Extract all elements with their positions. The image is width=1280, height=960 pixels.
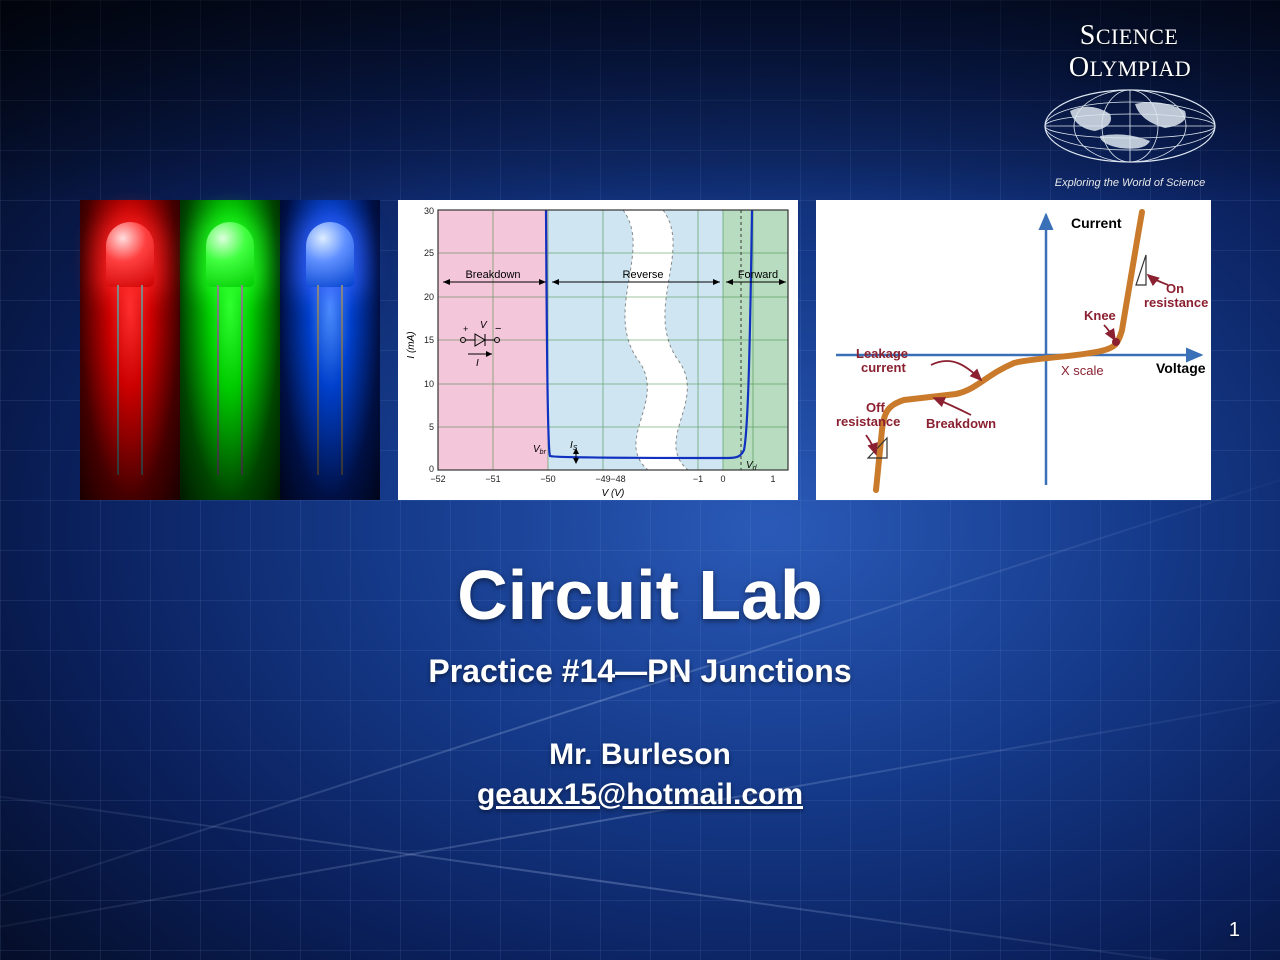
svg-text:25: 25	[424, 248, 434, 258]
science-olympiad-logo: SCIENCEOLYMPIAD Exploring the World of S…	[1020, 20, 1240, 189]
svg-text:−: −	[495, 323, 501, 335]
led-leads	[106, 285, 154, 475]
led-bulb-green	[206, 222, 254, 287]
svg-text:I: I	[476, 358, 479, 369]
led-blue	[280, 200, 380, 500]
svg-text:−52: −52	[430, 474, 445, 484]
svg-text:0: 0	[429, 464, 434, 474]
page-number: 1	[1229, 919, 1240, 942]
region-label-reverse: Reverse	[623, 269, 664, 281]
led-photo	[80, 200, 380, 500]
svg-text:−1: −1	[693, 474, 703, 484]
title-block: Circuit Lab Practice #14—PN Junctions Mr…	[0, 555, 1280, 812]
svg-text:0: 0	[720, 474, 725, 484]
logo-text: SCIENCEOLYMPIAD	[1020, 20, 1240, 84]
image-row: Breakdown Reverse Forward +	[80, 200, 1240, 510]
led-leads	[206, 285, 254, 475]
on-resistance-label: Onresistance	[1144, 281, 1208, 310]
svg-text:1: 1	[770, 474, 775, 484]
x-axis-label: Voltage	[1156, 360, 1206, 376]
led-leads	[306, 285, 354, 475]
svg-text:20: 20	[424, 292, 434, 302]
x-scale-label: X scale	[1061, 363, 1104, 378]
author-email: geaux15@hotmail.com	[0, 778, 1280, 812]
svg-text:+: +	[463, 324, 468, 334]
led-green	[180, 200, 280, 500]
svg-text:15: 15	[424, 335, 434, 345]
region-label-forward: Forward	[738, 269, 778, 281]
globe-icon	[1040, 86, 1220, 166]
svg-text:5: 5	[429, 422, 434, 432]
slide-subtitle: Practice #14—PN Junctions	[0, 653, 1280, 690]
svg-text:−50: −50	[540, 474, 555, 484]
iv-chart: Breakdown Reverse Forward +	[398, 200, 798, 500]
logo-tagline: Exploring the World of Science	[1020, 177, 1240, 189]
knee-label: Knee	[1084, 308, 1116, 323]
x-axis-label: V (V)	[602, 488, 625, 499]
svg-text:10: 10	[424, 379, 434, 389]
breakdown-label: Breakdown	[926, 416, 996, 431]
slide-title: Circuit Lab	[0, 555, 1280, 635]
led-bulb-red	[106, 222, 154, 287]
slide: SCIENCEOLYMPIAD Exploring the World of S…	[0, 0, 1280, 960]
region-label-breakdown: Breakdown	[465, 269, 520, 281]
led-red	[80, 200, 180, 500]
svg-text:−51: −51	[485, 474, 500, 484]
leakage-label: Leakagecurrent	[856, 346, 908, 375]
author-name: Mr. Burleson	[0, 738, 1280, 772]
svg-text:−49: −49	[595, 474, 610, 484]
led-bulb-blue	[306, 222, 354, 287]
y-axis-label: Current	[1071, 215, 1122, 231]
knee-chart: Current Voltage	[816, 200, 1211, 500]
svg-text:−48: −48	[610, 474, 625, 484]
svg-text:30: 30	[424, 206, 434, 216]
y-axis-label: I (mA)	[406, 331, 417, 358]
